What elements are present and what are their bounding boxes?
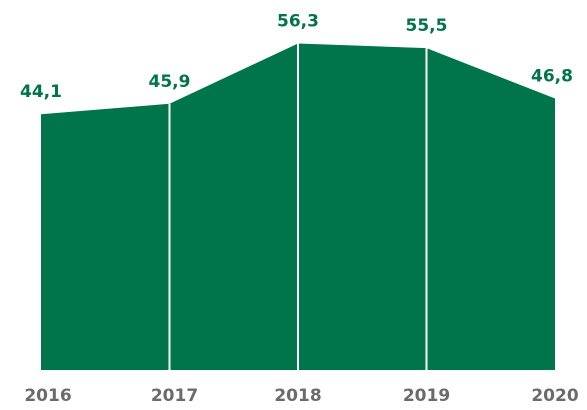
x-tick-label: 2018 — [274, 386, 321, 406]
x-tick-label: 2020 — [531, 386, 578, 406]
x-tick-label: 2019 — [403, 386, 450, 406]
x-tick-label: 2016 — [24, 386, 71, 406]
value-label: 46,8 — [531, 67, 573, 87]
value-label: 55,5 — [406, 16, 448, 36]
value-label: 44,1 — [20, 82, 62, 102]
value-label: 45,9 — [149, 72, 191, 92]
value-label: 56,3 — [277, 11, 319, 31]
x-tick-label: 2017 — [151, 386, 198, 406]
